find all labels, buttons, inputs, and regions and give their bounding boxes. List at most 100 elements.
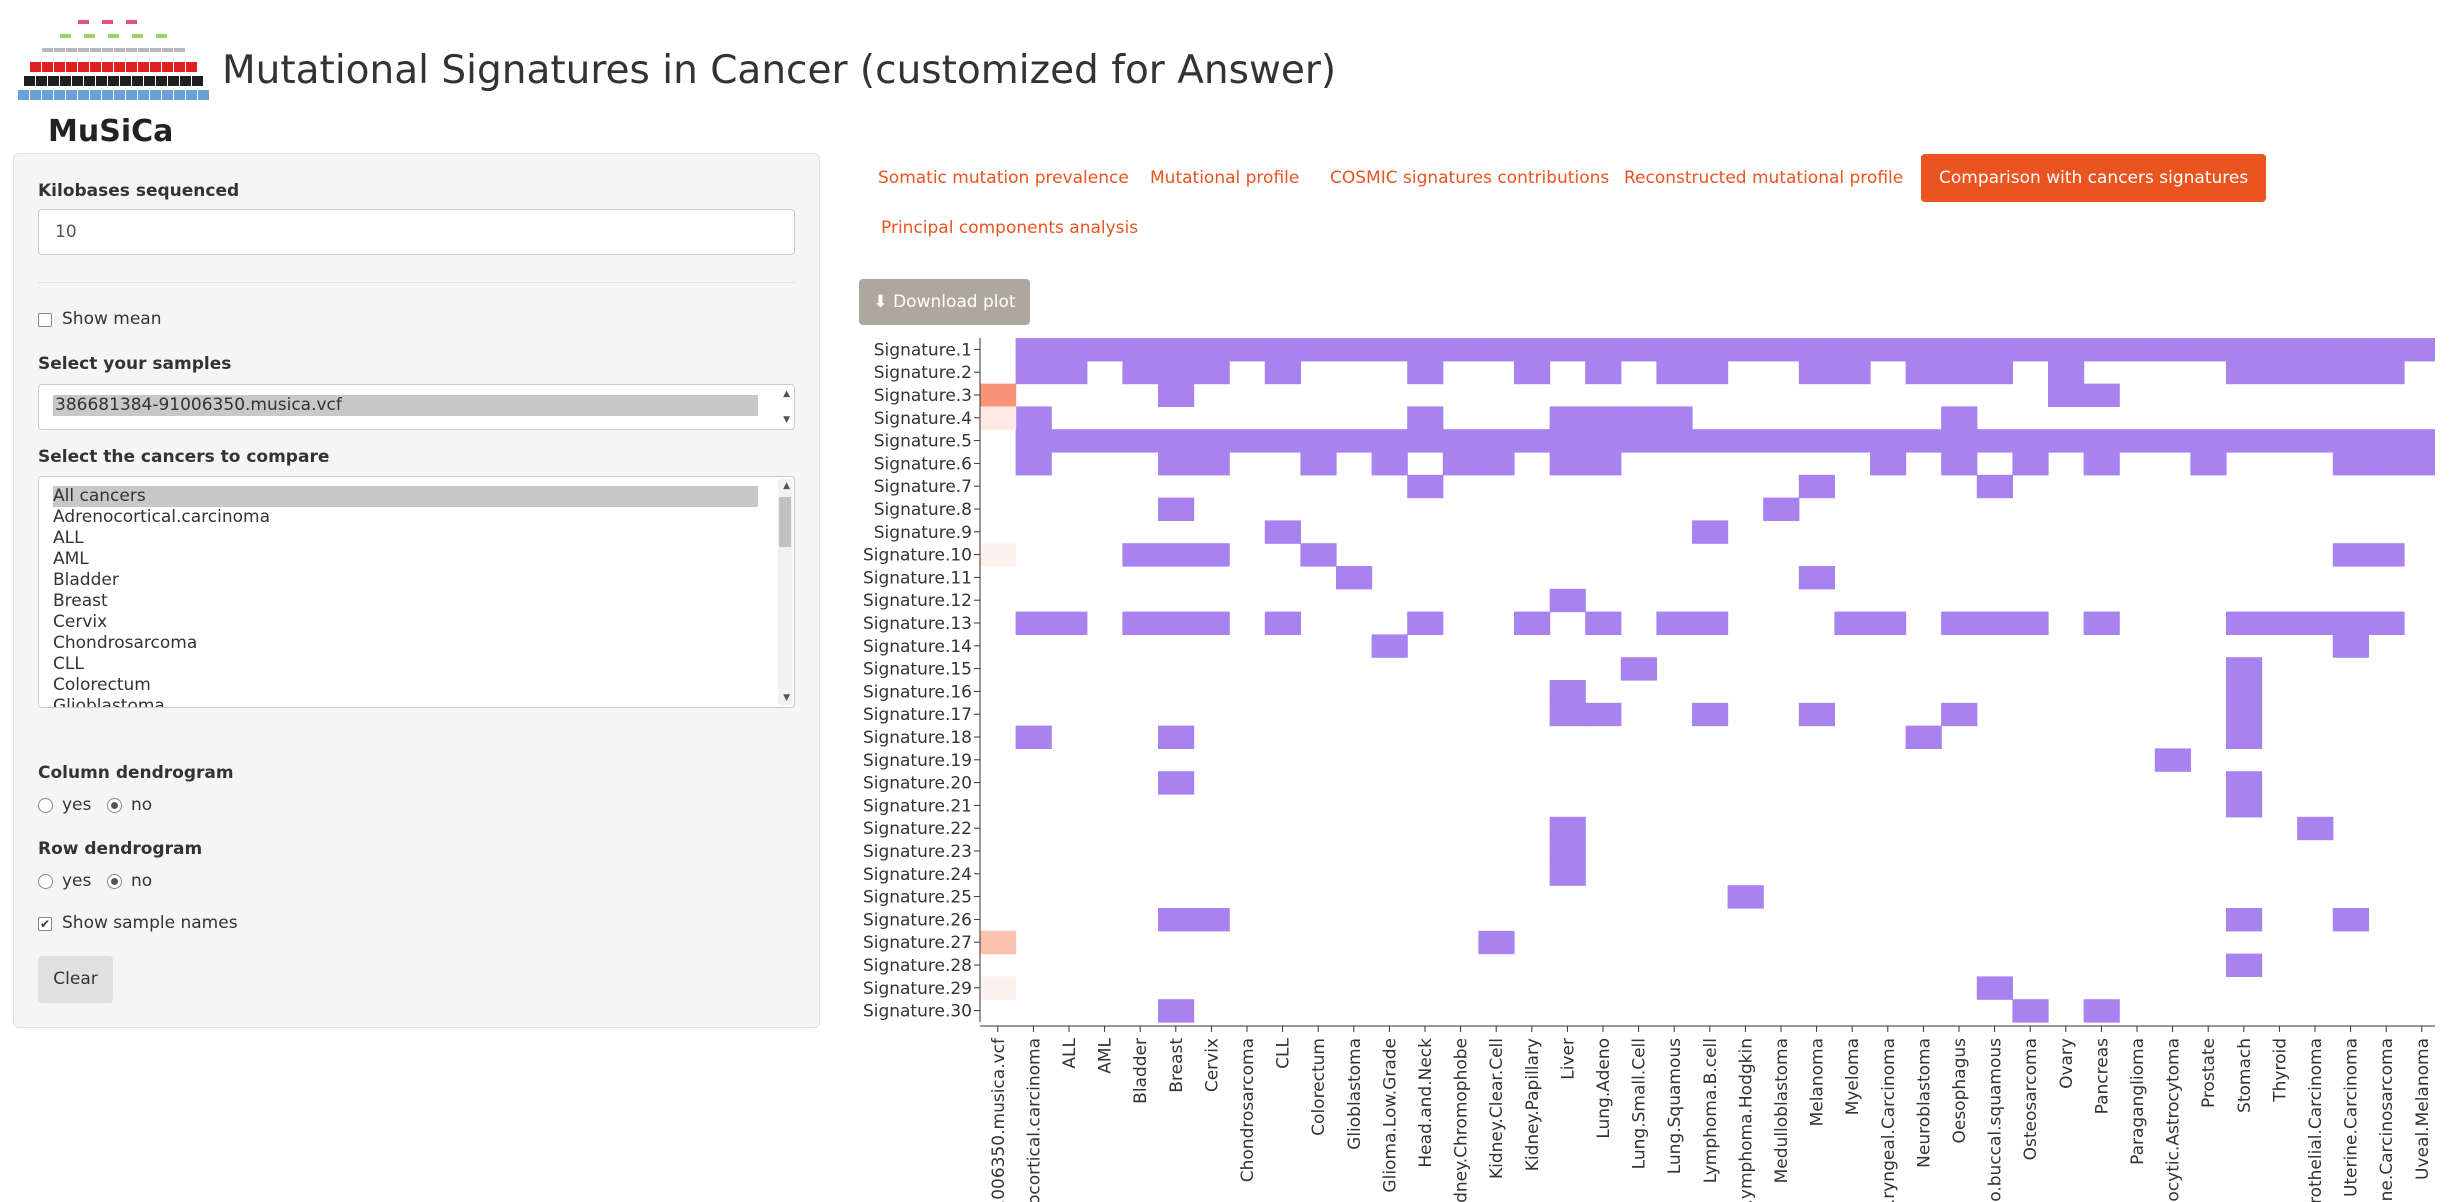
heatmap-cell (1798, 429, 1835, 453)
heatmap-cell (2190, 338, 2227, 362)
heatmap-cell (1585, 702, 1622, 727)
show-sample-names-checkbox[interactable]: ✔ (38, 917, 52, 931)
heatmap-cell (2083, 383, 2120, 407)
cancers-option-list[interactable]: All cancers Adrenocortical.carcinoma ALL AM… (39, 477, 794, 708)
row-label: Signature.13 (863, 614, 972, 634)
heatmap-cell (2297, 611, 2334, 635)
cancer-option[interactable]: Adrenocortical.carcinoma (53, 507, 270, 527)
row-dendrogram-no-radio[interactable] (107, 874, 122, 889)
heatmap-cell (1763, 497, 1800, 521)
heatmap-cell (1585, 338, 1622, 362)
heatmap-cell (1941, 360, 1978, 385)
heatmap-cell (1442, 338, 1479, 362)
heatmap-cell (1193, 360, 1230, 385)
column-label: Lung.Adeno (1594, 1038, 1614, 1139)
cancer-option[interactable]: ALL (53, 528, 84, 548)
column-label: Lung.Small.Cell (1630, 1038, 1650, 1169)
heatmap-cell (1158, 611, 1195, 635)
column-label: Head.and.Neck (1416, 1038, 1436, 1168)
tab-reconstructed-mutational-profile[interactable]: Reconstructed mutational profile (1624, 168, 1904, 188)
cancer-option[interactable]: Glioblastoma (53, 696, 165, 708)
heatmap-cell (2297, 360, 2334, 385)
row-label: Signature.25 (863, 888, 972, 908)
heatmap-cell (1193, 908, 1230, 932)
tab-comparison-with-cancers-signatures[interactable]: Comparison with cancers signatures (1921, 154, 2267, 202)
clear-button[interactable]: Clear (38, 956, 113, 1003)
heatmap-cell (1442, 429, 1479, 453)
heatmap-cell (1015, 429, 1052, 453)
heatmap-cell (1941, 338, 1978, 362)
cancer-option[interactable]: CLL (53, 654, 84, 674)
heatmap-cell (1585, 452, 1622, 476)
heatmap-cell (2368, 360, 2405, 385)
samples-selected-option[interactable]: 386681384-91006350.musica.vcf (53, 395, 758, 416)
heatmap-cell (2368, 452, 2405, 476)
heatmap-cell (1371, 338, 1408, 362)
sample-cell (980, 383, 1017, 407)
column-dendrogram-yes-radio[interactable] (38, 798, 53, 813)
heatmap-cell (2332, 543, 2369, 567)
heatmap-cell (1798, 702, 1835, 727)
heatmap-cell (1300, 543, 1337, 567)
row-label: Signature.21 (863, 796, 972, 816)
samples-select[interactable]: 386681384-91006350.musica.vcf ▲ ▼ (38, 384, 795, 430)
heatmap-cell (2332, 452, 2369, 476)
column-dendrogram-no-label: no (131, 795, 153, 815)
heatmap-cell (1941, 452, 1978, 476)
heatmap-cell (1407, 611, 1444, 635)
heatmap-cell (2119, 338, 2156, 362)
heatmap-cell (1336, 429, 1373, 453)
tab-cosmic-signatures-contributions[interactable]: COSMIC signatures contributions (1330, 168, 1610, 188)
heatmap-cell (2119, 429, 2156, 453)
scroll-down-icon[interactable]: ▼ (783, 693, 790, 703)
heatmap-cell (1015, 360, 1052, 385)
heatmap-cell (1692, 429, 1729, 453)
heatmap-cell (1727, 429, 1764, 453)
column-label: Bladder (1131, 1038, 1151, 1104)
kilobases-input[interactable]: 10 (38, 209, 795, 255)
sample-cell (980, 930, 1017, 955)
heatmap-cell (1193, 611, 1230, 635)
scroll-up-icon[interactable]: ▲ (783, 389, 790, 399)
cancer-option[interactable]: AML (53, 549, 89, 569)
column-label: Kidney.Papillary (1523, 1038, 1543, 1171)
heatmap-cell (1941, 611, 1978, 635)
heatmap-cell (1905, 360, 1942, 385)
row-dendrogram-no-label: no (131, 871, 153, 891)
cancers-scroll-thumb[interactable] (779, 497, 791, 547)
heatmap-cell (2012, 999, 2049, 1023)
heatmap-cell (2190, 452, 2227, 476)
heatmap-cell (1264, 338, 1301, 362)
cancers-select[interactable]: All cancers Adrenocortical.carcinoma ALL AM… (38, 476, 795, 708)
kilobases-label: Kilobases sequenced (38, 181, 240, 201)
heatmap-cell (1122, 360, 1159, 385)
cancer-option[interactable]: All cancers (53, 486, 758, 507)
heatmap-cell (1442, 452, 1479, 476)
heatmap-cell (1620, 338, 1657, 362)
heatmap-cell (1620, 406, 1657, 430)
download-plot-button[interactable]: ⬇ Download plot (859, 279, 1030, 325)
show-mean-checkbox[interactable] (38, 313, 52, 327)
cancer-option[interactable]: Chondrosarcoma (53, 633, 198, 653)
tab-mutational-profile[interactable]: Mutational profile (1150, 168, 1300, 188)
cancer-option[interactable]: Breast (53, 591, 108, 611)
cancer-option[interactable]: Cervix (53, 612, 108, 632)
heatmap-cell (2012, 611, 2049, 635)
heatmap-cell (1834, 429, 1871, 453)
heatmap-cell (1122, 611, 1159, 635)
cancer-option[interactable]: Colorectum (53, 675, 151, 695)
scroll-down-icon[interactable]: ▼ (783, 415, 790, 425)
row-dendrogram-yes-radio[interactable] (38, 874, 53, 889)
heatmap-cell (1158, 360, 1195, 385)
heatmap-cell (1870, 611, 1907, 635)
row-dendrogram-yes-label: yes (62, 871, 92, 891)
cancer-option[interactable]: Bladder (53, 570, 119, 590)
column-dendrogram-no-radio[interactable] (107, 798, 122, 813)
tab-somatic-mutation-prevalence[interactable]: Somatic mutation prevalence (878, 168, 1129, 188)
logo-text: MuSiCa (48, 114, 173, 148)
scroll-up-icon[interactable]: ▲ (783, 481, 790, 491)
column-label: ..ine.Carcinosarcoma (2377, 1038, 2397, 1202)
tab-principal-components-analysis[interactable]: Principal components analysis (881, 218, 1139, 238)
heatmap-cell (1015, 338, 1052, 362)
heatmap-cell (2226, 657, 2263, 681)
